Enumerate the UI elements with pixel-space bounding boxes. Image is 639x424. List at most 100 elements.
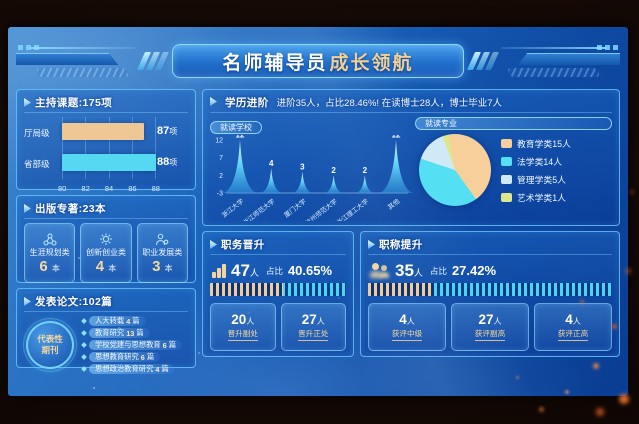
svg-text:2: 2 — [363, 166, 368, 175]
zhuanzhu-card: 生涯规划类 6 本 — [24, 223, 76, 283]
list-item: 思想政治教育研究 4 篇 — [81, 364, 188, 374]
legend-swatch — [501, 192, 512, 202]
keti-bar-label: 厅局级 — [24, 128, 50, 138]
svg-text:杭州师范大学: 杭州师范大学 — [303, 196, 339, 221]
lunwen-title: 发表论文:102篇 — [35, 296, 113, 308]
chevron-decoration-right — [466, 52, 500, 70]
legend-item: 管理学类5人 — [501, 173, 571, 186]
legend-swatch — [501, 138, 512, 148]
tab-major[interactable]: 就读专业 — [415, 117, 612, 130]
zhiwu-count: 47人 — [231, 261, 259, 280]
svg-text:-3: -3 — [217, 191, 223, 198]
zhiwu-ratio: 40.65% — [287, 263, 333, 278]
list-item: 人大转载 4 篇 — [81, 316, 188, 326]
legend-swatch — [501, 156, 512, 166]
svg-text:其他: 其他 — [386, 196, 402, 211]
panel-arrow-icon — [210, 240, 217, 249]
svg-text:4: 4 — [269, 159, 274, 168]
panel-zhiwu: 职务晋升 47人 占比 40.65% 20人 — [202, 231, 354, 357]
diamond-bullet-icon — [81, 366, 87, 372]
panel-arrow-icon — [24, 297, 31, 306]
zhiwu-progress-bar — [210, 283, 346, 296]
person-gear-icon — [155, 232, 169, 246]
svg-text:厦门大学: 厦门大学 — [282, 196, 308, 219]
ratio-label: 占比 — [265, 265, 283, 276]
keti-bar — [62, 123, 145, 140]
xueli-subtitle: 进阶35人，占比28.46%! 在读博士28人，博士毕业7人 — [276, 98, 503, 109]
zhuanzhu-card-value: 3 本 — [152, 258, 173, 275]
zhuanzhu-card-value: 6 本 — [39, 258, 60, 275]
bar-chart-icon — [212, 263, 226, 278]
keti-bar-label: 省部级 — [24, 159, 50, 169]
zhuanzhu-card: 创新创业类 4 本 — [80, 223, 132, 283]
svg-text:7: 7 — [219, 155, 223, 162]
list-item: 思想教育研究 6 篇 — [81, 352, 188, 362]
keti-x-axis: 80 82 84 86 88 — [58, 184, 160, 193]
dashboard-screen: 名师辅导员 成长领航 主持课题:175项 — [8, 27, 628, 396]
panel-zhicheng: 职称提升 35人 占比 27.42% 4人 — [360, 231, 620, 357]
keti-bar — [62, 154, 156, 171]
page-title-part2: 成长领航 — [329, 52, 414, 74]
bokeh-light — [596, 408, 604, 416]
zhicheng-progress-bar — [368, 283, 612, 296]
zhuanzhu-card-label: 生涯规划类 — [29, 248, 70, 257]
svg-text:2: 2 — [331, 166, 336, 175]
bulb-icon — [99, 232, 113, 246]
panel-arrow-icon — [24, 204, 31, 213]
stat-card: 4人 获评正高 — [534, 303, 612, 351]
svg-text:浙江大学: 浙江大学 — [220, 196, 246, 219]
panel-zhuanzhu: 出版专著:23本 生涯规划类 6 本 — [16, 195, 196, 283]
panel-arrow-icon — [368, 240, 375, 249]
svg-text:12: 12 — [236, 135, 245, 140]
zhuanzhu-card-value: 4 本 — [95, 258, 117, 275]
major-pie-chart — [419, 134, 491, 206]
diamond-bullet-icon — [81, 354, 87, 360]
header-decoration-left — [16, 41, 135, 81]
panel-xueli: 学历进阶 进阶35人，占比28.46%! 在读博士28人，博士毕业7人 就读学校… — [202, 89, 620, 227]
journal-list: 人大转载 4 篇 教育研究 13 篇 学校党建与思想教育 6 篇 思想教育研究 6 篇 思想政治… — [81, 316, 188, 374]
people-icon — [370, 263, 390, 278]
legend-swatch — [501, 174, 512, 184]
header-decoration-right — [501, 41, 620, 81]
zhicheng-count: 35人 — [395, 261, 423, 280]
page-title-part1: 名师辅导员 — [222, 52, 328, 74]
diamond-bullet-icon — [81, 330, 87, 336]
journal-circle: 代表性 期刊 — [23, 318, 77, 372]
svg-text:浙江师范大学: 浙江师范大学 — [241, 196, 277, 221]
progress-fill — [210, 283, 284, 296]
keti-bar-chart: 厅局级 87项 省部级 88项 80 82 84 86 88 — [24, 117, 177, 193]
keti-gridlines — [62, 117, 156, 179]
svg-text:12: 12 — [392, 135, 401, 140]
panel-keti: 主持课题:175项 厅局级 87项 省部级 88项 80 82 84 86 88 — [16, 89, 196, 193]
keti-bar-value: 87项 — [157, 125, 178, 137]
page-title: 名师辅导员 成长领航 — [172, 44, 464, 78]
stat-card: 27人 获评副高 — [451, 303, 529, 351]
major-pie-legend: 教育学类15人 法学类14人 管理学类5人 艺术学类1人 — [501, 137, 571, 204]
diamond-bullet-icon — [81, 318, 87, 324]
zhuanzhu-card-label: 创新创业类 — [85, 248, 126, 257]
bokeh-light — [630, 190, 634, 194]
zhuanzhu-card-label: 职业发展类 — [142, 248, 183, 257]
svg-text:浙江理工大学: 浙江理工大学 — [334, 196, 370, 221]
dashboard-header: 名师辅导员 成长领航 — [16, 37, 620, 85]
zhicheng-ratio: 27.42% — [451, 263, 497, 278]
legend-item: 法学类14人 — [501, 155, 571, 168]
ratio-label: 占比 — [429, 265, 447, 276]
school-area-chart: 12 7 2 -3 12 浙江大学 4 浙江师范大学 3 厦门大学 2 杭州师范大学 2 浙江理工大学 12… — [215, 131, 414, 227]
tab-school[interactable]: 就读学校 — [210, 121, 262, 134]
legend-item: 教育学类15人 — [501, 137, 571, 150]
zhiwu-title: 职务晋升 — [221, 239, 265, 251]
panel-arrow-icon — [24, 98, 31, 107]
journal-circle-label: 期刊 — [41, 345, 59, 355]
network-icon — [43, 232, 57, 246]
panel-lunwen: 发表论文:102篇 代表性 期刊 人大转载 4 篇 教育研究 13 篇 — [16, 288, 196, 374]
bokeh-light — [539, 407, 544, 412]
xueli-title: 学历进阶 — [225, 97, 269, 109]
zhicheng-title: 职称提升 — [379, 239, 423, 251]
zhuanzhu-title: 出版专著:23本 — [35, 203, 106, 215]
legend-item: 艺术学类1人 — [501, 191, 571, 204]
stat-card: 20人 晋升副处 — [210, 303, 276, 351]
list-item: 教育研究 13 篇 — [81, 328, 188, 338]
zhuanzhu-card: 职业发展类 3 本 — [136, 223, 188, 283]
